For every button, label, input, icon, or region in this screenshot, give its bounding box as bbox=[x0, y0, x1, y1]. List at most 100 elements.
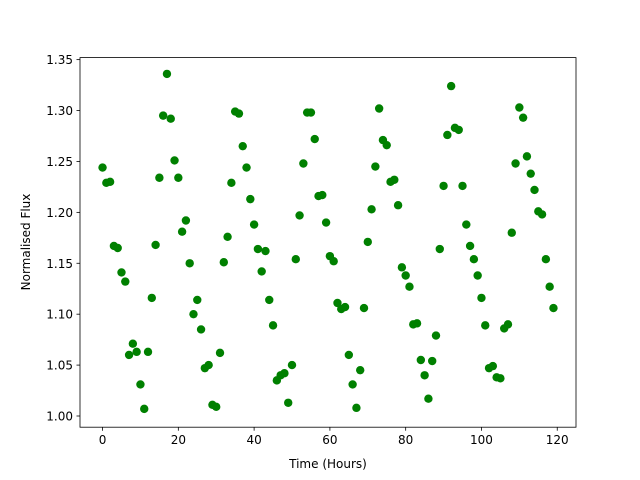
point bbox=[481, 321, 490, 330]
point bbox=[234, 109, 244, 118]
point bbox=[367, 205, 376, 214]
point bbox=[238, 141, 247, 151]
point bbox=[105, 177, 115, 187]
point bbox=[333, 298, 342, 308]
point bbox=[446, 81, 456, 91]
point bbox=[374, 104, 384, 113]
point bbox=[268, 321, 278, 330]
point bbox=[541, 255, 551, 264]
point bbox=[397, 263, 407, 272]
point bbox=[340, 302, 350, 312]
point bbox=[124, 350, 134, 360]
point bbox=[242, 163, 251, 172]
point bbox=[140, 404, 149, 414]
x-tick-label: 40 bbox=[246, 433, 261, 447]
x-axis-label: Time (Hours) bbox=[288, 457, 367, 471]
point bbox=[299, 159, 308, 168]
point bbox=[291, 255, 300, 264]
point bbox=[246, 194, 255, 204]
point bbox=[121, 277, 130, 286]
point bbox=[189, 309, 198, 319]
point bbox=[352, 403, 361, 413]
point bbox=[507, 228, 516, 237]
point bbox=[181, 216, 191, 225]
point bbox=[462, 220, 471, 229]
point bbox=[465, 241, 475, 251]
point bbox=[454, 125, 463, 135]
point bbox=[530, 185, 539, 195]
point bbox=[537, 210, 547, 219]
y-tick-label: 1.35 bbox=[46, 53, 73, 67]
x-tick-label: 80 bbox=[398, 433, 413, 447]
point bbox=[416, 355, 426, 365]
point bbox=[359, 303, 369, 313]
point bbox=[280, 369, 289, 378]
point bbox=[147, 293, 157, 303]
point bbox=[431, 331, 441, 340]
point bbox=[435, 244, 444, 254]
point bbox=[253, 244, 263, 254]
point bbox=[522, 152, 532, 161]
y-tick-label: 1.20 bbox=[46, 206, 73, 220]
point bbox=[166, 114, 175, 123]
point bbox=[132, 347, 141, 357]
point bbox=[439, 181, 448, 191]
point bbox=[329, 257, 338, 266]
y-tick-label: 1.05 bbox=[46, 359, 73, 373]
point bbox=[518, 113, 528, 122]
point bbox=[227, 178, 236, 188]
point bbox=[310, 134, 319, 144]
point bbox=[170, 156, 179, 165]
y-tick-label: 1.10 bbox=[46, 308, 73, 322]
point bbox=[204, 360, 213, 370]
point bbox=[143, 347, 153, 357]
point bbox=[503, 320, 513, 329]
point bbox=[215, 348, 225, 358]
point bbox=[261, 246, 270, 256]
point bbox=[428, 356, 437, 366]
point bbox=[219, 258, 228, 267]
point bbox=[405, 282, 414, 291]
point bbox=[249, 220, 259, 229]
point bbox=[390, 175, 399, 184]
point bbox=[348, 380, 357, 389]
point bbox=[212, 402, 221, 412]
point bbox=[113, 243, 122, 253]
point bbox=[511, 159, 520, 168]
point bbox=[136, 380, 145, 389]
x-tick-label: 120 bbox=[546, 433, 569, 447]
point bbox=[412, 319, 422, 328]
y-tick-label: 1.30 bbox=[46, 104, 73, 118]
point bbox=[401, 271, 410, 280]
point bbox=[496, 374, 505, 383]
point bbox=[177, 227, 187, 236]
x-tick-label: 20 bbox=[171, 433, 186, 447]
point bbox=[284, 398, 293, 407]
point bbox=[356, 365, 365, 375]
y-tick-label: 1.00 bbox=[46, 410, 73, 424]
point bbox=[545, 282, 554, 291]
point bbox=[193, 295, 202, 305]
point bbox=[151, 240, 160, 250]
point bbox=[318, 190, 327, 200]
x-tick-label: 0 bbox=[99, 433, 107, 447]
point bbox=[371, 162, 380, 171]
point bbox=[488, 361, 498, 371]
point bbox=[155, 173, 164, 182]
point bbox=[549, 303, 558, 313]
point bbox=[469, 255, 479, 264]
x-tick-label: 100 bbox=[470, 433, 493, 447]
point bbox=[382, 140, 391, 150]
point bbox=[162, 69, 172, 79]
point bbox=[295, 211, 304, 220]
axes-frame bbox=[79, 57, 577, 428]
point bbox=[98, 163, 107, 172]
point bbox=[393, 201, 403, 210]
point bbox=[321, 218, 331, 227]
point bbox=[117, 268, 126, 277]
point bbox=[265, 295, 274, 305]
y-tick-label: 1.15 bbox=[46, 257, 73, 271]
point bbox=[477, 293, 486, 303]
point bbox=[443, 130, 452, 140]
